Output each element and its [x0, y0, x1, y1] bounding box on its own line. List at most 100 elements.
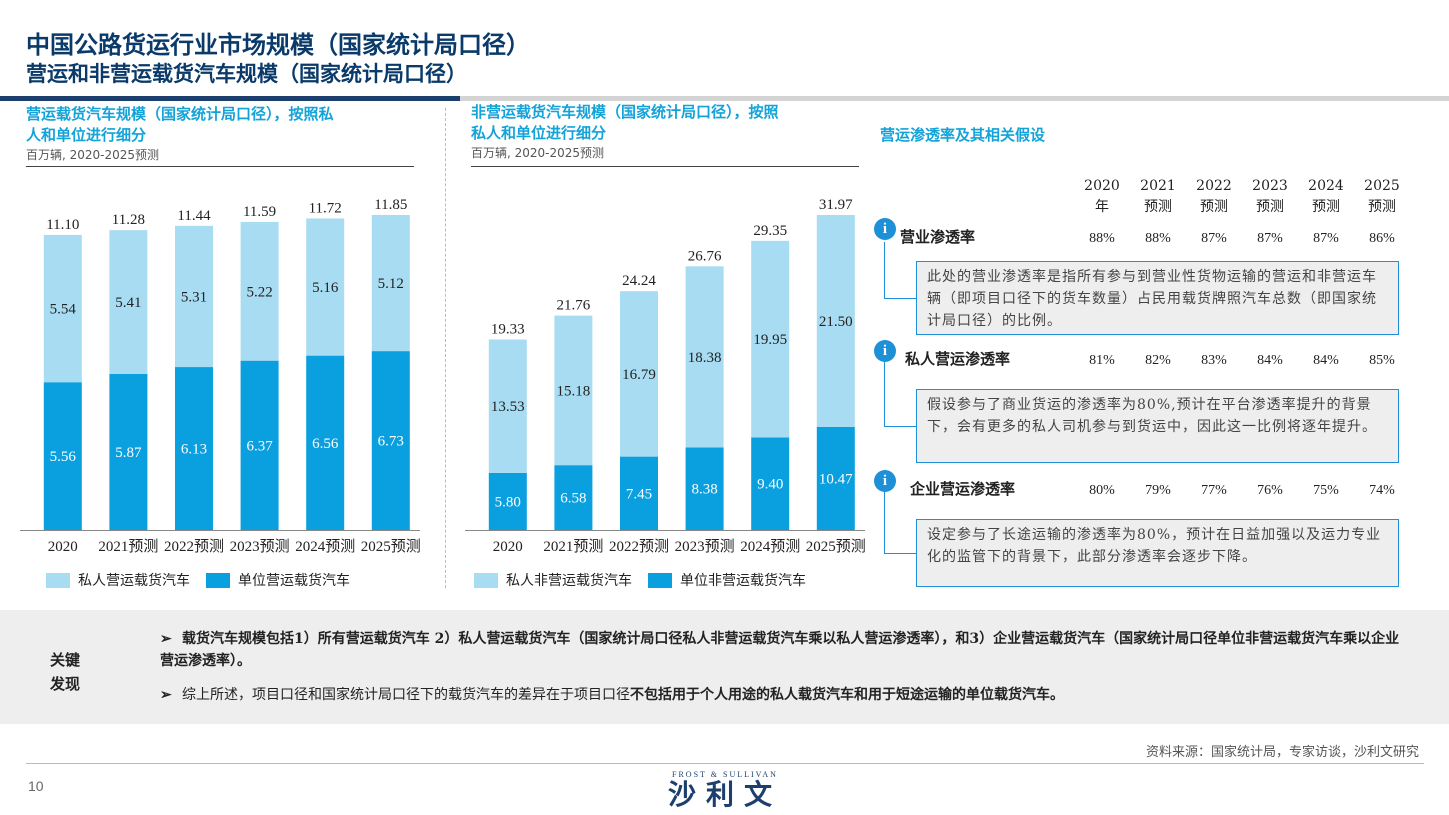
left-legend: 私人营运载货汽车 单位营运载货汽车	[46, 570, 366, 590]
bar-segment-private	[751, 240, 790, 438]
x-tick-label: 2025预测	[806, 538, 865, 555]
finding-text-emphasis: 不包括用于个人用途的私人载货汽车和用于短途运输的单位载货汽车。	[630, 687, 1064, 703]
data-label-total: 26.76	[688, 248, 722, 264]
legend-item-private: 私人非营运载货汽车	[474, 570, 632, 590]
data-label-private: 5.22	[246, 284, 272, 300]
x-tick-label: 2023预测	[675, 538, 735, 555]
bar-segment-private	[685, 266, 724, 448]
bar-segment-unit	[488, 472, 527, 530]
finding-item: ➢ 综上所述，项目口径和国家统计局口径下的载货汽车的差异在于项目口径不包括用于个人…	[160, 684, 1410, 706]
x-tick-label: 2024预测	[740, 538, 800, 555]
left-panel-title: 营运载货汽车规模（国家统计局口径），按照私 人和单位进行细分	[26, 104, 334, 146]
title-block: 中国公路货运行业市场规模（国家统计局口径） 营运和非营运载货汽车规模（国家统计局…	[26, 30, 530, 88]
mid-panel-title: 非营运载货汽车规模（国家统计局口径），按照 私人和单位进行细分	[471, 102, 779, 144]
frost-sullivan-logo: FROST & SULLIVAN 沙利文	[650, 770, 800, 811]
bar-segment-private	[554, 315, 593, 466]
key-findings: 关键发现 ➢ 载货汽车规模包括1）所有营运载货汽车 2）私人营运载货汽车（国家统计…	[0, 610, 1449, 724]
metric-note: 设定参与了长途运输的渗透率为80%，预计在日益加强以及运力专业化的监管下的背景下…	[916, 519, 1399, 587]
logo-cn: 沙利文	[667, 778, 782, 811]
data-label-total: 24.24	[622, 273, 656, 289]
mid-panel-title-line1: 非营运载货汽车规模（国家统计局口径），按照	[471, 103, 779, 121]
metric-value: 83%	[1201, 353, 1227, 368]
metric-value: 81%	[1089, 353, 1115, 368]
data-label-private: 16.79	[622, 367, 656, 383]
data-label-unit: 6.56	[312, 436, 339, 452]
data-label-total: 11.44	[177, 208, 211, 224]
year-header-year: 2023	[1252, 178, 1288, 194]
year-header-suffix: 预测	[1200, 199, 1228, 215]
note-connector	[884, 492, 917, 554]
mid-panel-title-line2: 私人和单位进行细分	[471, 124, 607, 142]
x-tick-label: 2020	[48, 539, 78, 555]
year-header: 2025 预测	[1357, 176, 1407, 218]
legend-swatch-dark	[206, 572, 230, 588]
findings-label: 关键发现	[50, 651, 81, 693]
year-header-suffix: 预测	[1312, 199, 1340, 215]
x-tick-label: 2022预测	[609, 538, 669, 555]
legend-label: 私人非营运载货汽车	[506, 573, 632, 589]
info-icon: i	[874, 470, 896, 492]
data-label-unit: 6.13	[181, 442, 207, 458]
header-bar-accent	[0, 96, 460, 101]
left-panel-divider	[26, 166, 414, 167]
legend-item-unit: 单位营运载货汽车	[206, 570, 350, 590]
data-label-private: 19.95	[753, 332, 787, 348]
bar-segment-private	[371, 215, 410, 352]
year-header: 2023 预测	[1245, 176, 1295, 218]
metric-label: 私人营运渗透率	[905, 350, 1011, 368]
note-connector	[884, 242, 917, 299]
year-header-year: 2025	[1364, 178, 1400, 194]
metric-value: 85%	[1369, 353, 1395, 368]
page-subtitle: 营运和非营运载货汽车规模（国家统计局口径）	[26, 61, 467, 86]
x-tick-label: 2021预测	[543, 538, 603, 555]
metric-value: 88%	[1145, 231, 1171, 246]
metric-value: 86%	[1369, 231, 1395, 246]
left-panel-title-line2: 人和单位进行细分	[26, 126, 147, 144]
metric-value: 87%	[1313, 231, 1339, 246]
bar-segment-private	[240, 221, 279, 361]
metric-value: 77%	[1201, 483, 1227, 498]
mid-legend: 私人非营运载货汽车 单位非营运载货汽车	[474, 570, 822, 590]
metric-note: 此处的营业渗透率是指所有参与到营业性货物运输的营运和非营运车辆（即项目口径下的货…	[916, 261, 1399, 335]
data-label-total: 11.72	[309, 200, 342, 216]
data-label-private: 5.16	[312, 280, 339, 296]
info-icon: i	[874, 340, 896, 362]
year-header-year: 2024	[1308, 178, 1344, 194]
mid-panel-unit: 百万辆, 2020-2025预测	[471, 146, 605, 160]
data-label-total: 29.35	[753, 223, 787, 239]
metric-value: 82%	[1145, 353, 1171, 368]
legend-swatch-light	[474, 572, 498, 588]
bar-segment-unit	[751, 437, 790, 530]
legend-swatch-dark	[648, 572, 672, 588]
year-header-suffix: 预测	[1144, 199, 1172, 215]
bar-segment-private	[620, 291, 658, 457]
year-header-suffix: 年	[1095, 199, 1109, 215]
legend-item-private: 私人营运载货汽车	[46, 570, 190, 590]
right-panel-title: 营运渗透率及其相关假设	[880, 126, 1046, 144]
mid-panel-divider	[471, 166, 859, 167]
data-label-private: 13.53	[491, 399, 525, 415]
metric-value: 88%	[1089, 231, 1115, 246]
left-panel-unit: 百万辆, 2020-2025预测	[26, 148, 160, 162]
left-panel-title-line1: 营运载货汽车规模（国家统计局口径），按照私	[26, 105, 334, 123]
data-label-unit: 9.40	[757, 477, 783, 493]
data-label-unit: 7.45	[626, 486, 652, 502]
year-header: 2022 预测	[1189, 176, 1239, 218]
note-connector	[884, 362, 917, 427]
metric-value: 84%	[1257, 353, 1283, 368]
metric-label: 企业营运渗透率	[910, 480, 1016, 498]
info-icon: i	[874, 218, 896, 240]
year-header-year: 2020	[1084, 178, 1120, 194]
data-label-private: 18.38	[688, 350, 722, 366]
data-label-unit: 5.87	[115, 445, 142, 461]
arrow-bullet-icon: ➢	[160, 631, 172, 647]
data-label-unit: 8.38	[691, 482, 717, 498]
x-tick-label: 2020	[493, 539, 523, 555]
data-label-private: 5.54	[50, 302, 77, 318]
x-tick-label: 2022预测	[164, 538, 224, 555]
bar-segment-private	[43, 234, 82, 383]
bar-segment-unit	[109, 373, 148, 530]
metric-note: 假设参与了商业货运的渗透率为80%,预计在平台渗透率提升的背景下，会有更多的私人…	[916, 389, 1399, 463]
bar-segment-private	[488, 339, 527, 473]
header-bar	[0, 96, 1449, 101]
